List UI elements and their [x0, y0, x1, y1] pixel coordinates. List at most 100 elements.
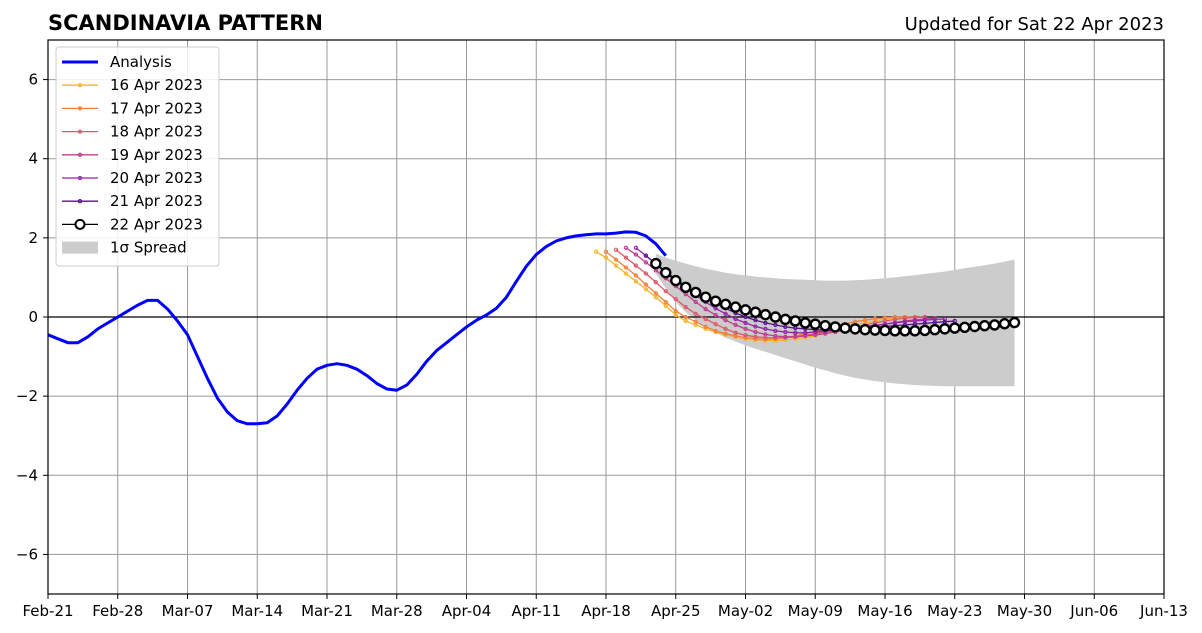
- chart-subtitle: Updated for Sat 22 Apr 2023: [905, 14, 1164, 35]
- forecast-point: [653, 291, 658, 296]
- forecast-point: [683, 318, 688, 324]
- x-tick-label: May-16: [857, 602, 912, 620]
- x-tick-label: Apr-25: [651, 602, 701, 620]
- forecast-point: [889, 325, 901, 337]
- forecast-point: [743, 333, 748, 338]
- legend-label: 22 Apr 2023: [110, 215, 203, 233]
- forecast-point: [673, 297, 678, 302]
- forecast-point: [783, 324, 788, 330]
- legend-marker: [77, 106, 83, 111]
- forecast-point: [643, 260, 649, 265]
- forecast-point: [663, 303, 668, 309]
- forecast-point: [719, 298, 732, 311]
- legend-marker: [77, 83, 83, 88]
- x-tick-label: May-23: [927, 602, 982, 620]
- forecast-point: [753, 324, 758, 329]
- forecast-point: [753, 318, 758, 323]
- legend-swatch: [62, 241, 98, 254]
- forecast-point: [660, 266, 672, 279]
- forecast-point: [663, 299, 668, 305]
- forecast-point: [988, 319, 1001, 331]
- forecast-point: [623, 265, 629, 270]
- forecast-point: [749, 306, 762, 318]
- x-tick-label: Mar-28: [371, 602, 423, 620]
- forecast-point: [623, 255, 629, 260]
- forecast-point: [859, 323, 871, 336]
- forecast-point: [998, 318, 1011, 330]
- x-tick-label: Apr-11: [512, 602, 562, 620]
- forecast-point: [849, 323, 861, 335]
- forecast-point: [670, 274, 682, 287]
- forecast-point: [919, 324, 931, 337]
- x-tick-label: Feb-28: [92, 602, 143, 620]
- forecast-point: [643, 253, 649, 258]
- forecast-point: [693, 299, 698, 305]
- forecast-point: [623, 271, 629, 276]
- x-tick-label: Mar-21: [301, 602, 353, 620]
- forecast-point: [763, 332, 768, 337]
- forecast-point: [699, 291, 712, 303]
- x-tick-label: Mar-14: [231, 602, 283, 620]
- forecast-point: [829, 321, 841, 333]
- y-tick-label: 6: [28, 71, 38, 89]
- legend-label: 1σ Spread: [110, 239, 187, 257]
- forecast-point: [809, 318, 821, 330]
- legend-marker: [77, 199, 83, 204]
- forecast-point: [763, 326, 768, 332]
- forecast-point: [613, 247, 619, 252]
- forecast-point: [643, 287, 649, 292]
- legend-label: 16 Apr 2023: [110, 76, 203, 94]
- forecast-point: [653, 280, 658, 285]
- forecast-point: [759, 308, 772, 321]
- plot-area: Feb-21 Feb-28 Mar-07 Mar-14 Mar-21 Mar-28 Apr-…: [16, 39, 1188, 620]
- forecast-point: [613, 263, 619, 268]
- forecast-point: [723, 318, 728, 323]
- forecast-point: [723, 331, 728, 336]
- x-tick-label: Apr-04: [442, 602, 492, 620]
- y-tick-label: −4: [16, 466, 38, 484]
- legend-label: 17 Apr 2023: [110, 99, 203, 117]
- forecast-point: [892, 314, 898, 320]
- forecast-point: [793, 330, 798, 335]
- forecast-point: [819, 320, 831, 332]
- forecast-point: [713, 321, 718, 327]
- forecast-point: [593, 249, 599, 254]
- legend-label: 21 Apr 2023: [110, 192, 203, 210]
- x-tick-label: Feb-21: [22, 602, 73, 620]
- forecast-point: [739, 304, 752, 316]
- forecast-point: [709, 295, 722, 307]
- x-tick-label: Jun-13: [1139, 602, 1188, 620]
- forecast-point: [703, 306, 708, 312]
- forecast-point: [683, 304, 688, 310]
- forecast-point: [872, 316, 878, 321]
- forecast-point: [733, 330, 738, 335]
- legend-marker: [74, 218, 86, 230]
- x-tick-label: May-09: [788, 602, 843, 620]
- forecast-point: [803, 330, 808, 335]
- forecast-point: [773, 322, 778, 328]
- legend: Analysis 16 Apr 2023 17 Apr 2023 18 Apr 202…: [55, 46, 220, 267]
- y-tick-label: 4: [28, 150, 38, 168]
- forecast-point: [613, 257, 619, 262]
- analysis-line: [47, 230, 667, 426]
- legend-label: 19 Apr 2023: [110, 146, 203, 164]
- x-tick-label: May-02: [718, 602, 773, 620]
- legend-box: [55, 46, 220, 267]
- x-tick-label: Apr-18: [581, 602, 631, 620]
- x-tick-label: May-30: [997, 602, 1052, 620]
- chart-title: SCANDINAVIA PATTERN: [48, 11, 323, 35]
- forecast-point: [633, 252, 639, 257]
- forecast-point: [783, 334, 788, 339]
- x-tick-label: Jun-06: [1069, 602, 1118, 620]
- y-tick-label: −6: [16, 545, 38, 563]
- forecast-point: [793, 334, 798, 339]
- forecast-point: [773, 333, 778, 339]
- forecast-point: [939, 323, 951, 335]
- forecast-point: [813, 329, 818, 335]
- forecast-point: [693, 319, 698, 324]
- forecast-point: [783, 329, 788, 335]
- forecast-point: [753, 334, 758, 339]
- forecast-point: [1008, 316, 1021, 329]
- legend-marker: [77, 129, 83, 134]
